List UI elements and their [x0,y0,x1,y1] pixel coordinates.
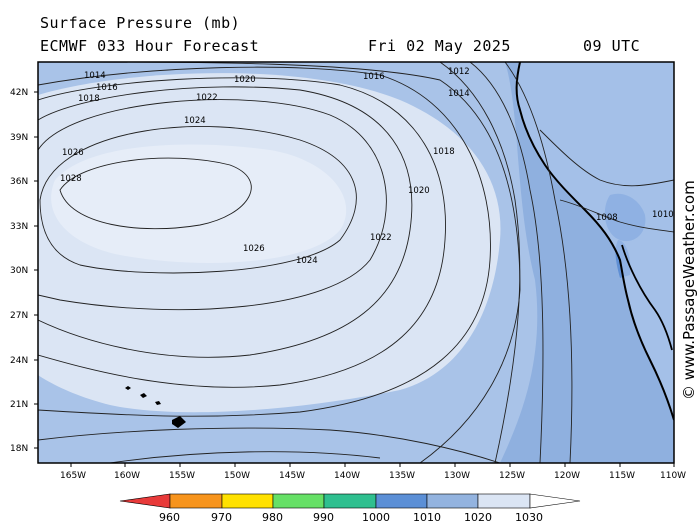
isobar-label: 1020 [408,186,430,196]
coastline [515,62,674,421]
forecast-time: 09 UTC [583,37,641,55]
legend-swatch [119,493,171,509]
legend-colorbar: 960 970 980 990 1000 1010 1020 1030 [119,493,581,524]
legend-tick: 1020 [464,511,492,524]
map-frame [37,61,675,464]
legend-swatch [426,493,479,509]
legend-swatch [477,493,531,509]
isobars [38,62,674,463]
isobar-label: 1018 [433,147,455,157]
lon-label: 145W [279,471,305,481]
isobar-label: 1014 [448,89,470,99]
lat-label: 33N [10,222,28,232]
isobar-label: 1016 [96,83,118,93]
isobar-label: 1010 [652,210,674,220]
legend-tick: 990 [313,511,334,524]
forecast-date: Fri 02 May 2025 [368,37,511,55]
lon-label: 155W [169,471,195,481]
legend-tick: 970 [211,511,232,524]
isobar-label: 1008 [596,213,618,223]
isobar-label: 1024 [296,256,318,266]
lon-label: 125W [499,471,525,481]
lat-label: 30N [10,266,28,276]
land-area [516,62,674,420]
lon-label: 120W [554,471,580,481]
legend-swatch [272,493,325,509]
hawaii-islands [125,386,186,428]
lat-label: 42N [10,88,28,98]
pressure-fill-1026 [51,144,347,263]
legend-swatch [221,493,274,509]
lat-label: 36N [10,177,28,187]
lat-label: 21N [10,400,28,410]
legend-swatch [529,493,581,509]
legend-tick: 1010 [413,511,441,524]
lon-label: 110W [660,471,686,481]
chart-title: Surface Pressure (mb) [40,14,241,32]
isobar-label: 1016 [363,72,385,82]
lat-label: 24N [10,356,28,366]
lat-label: 27N [10,311,28,321]
legend-tick: 980 [262,511,283,524]
axis-ticks [34,91,675,467]
isobar-labels: 1014 1016 1018 1020 1022 1024 1026 1028 … [60,67,674,266]
lon-label: 115W [609,471,635,481]
isobar-label: 1012 [448,67,470,77]
credit-label: © www.PassageWeather.com [680,180,698,400]
legend-swatch [323,493,377,509]
legend-tick: 1030 [515,511,543,524]
isobar-label: 1026 [62,148,84,158]
isobar-label: 1018 [78,94,100,104]
lon-label: 160W [114,471,140,481]
isobar-label: 1022 [196,93,218,103]
map-area: 1014 1016 1018 1020 1022 1024 1026 1028 … [38,62,674,463]
lon-label: 150W [224,471,250,481]
isobar-label: 1028 [60,174,82,184]
lon-label: 165W [60,471,86,481]
lon-label: 135W [389,471,415,481]
lon-label: 130W [444,471,470,481]
longitude-labels: 165W 160W 155W 150W 145W 140W 135W 130W … [60,471,686,481]
legend-swatch [375,493,428,509]
isobar-label: 1014 [84,71,106,81]
legend-tick: 960 [159,511,180,524]
baja-coast [621,244,673,351]
isobar-label: 1022 [370,233,392,243]
model-label: ECMWF 033 Hour Forecast [40,37,260,55]
isobar-label: 1024 [184,116,206,126]
legend-tick: 1000 [362,511,390,524]
lon-label: 140W [334,471,360,481]
isobar-label: 1026 [243,244,265,254]
lat-label: 18N [10,444,28,454]
legend-swatch [169,493,223,509]
lat-label: 39N [10,133,28,143]
latitude-labels: 42N 39N 36N 33N 30N 27N 24N 21N 18N [10,88,28,454]
isobar-label: 1020 [234,75,256,85]
